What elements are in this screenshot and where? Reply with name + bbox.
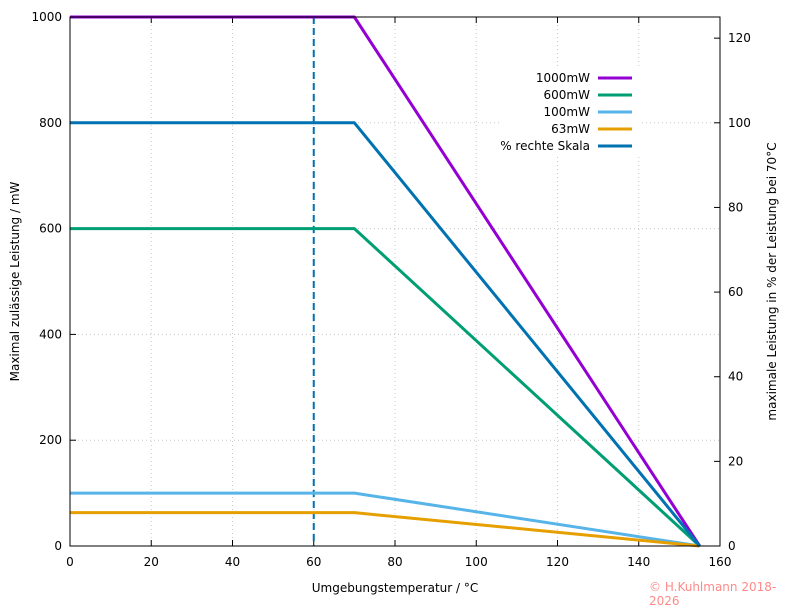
y2-tick-label: 80 xyxy=(728,200,743,214)
x-tick-label: 140 xyxy=(627,555,650,569)
y-tick-label: 400 xyxy=(39,327,62,341)
y-axis-label: Maximal zulässige Leistung / mW xyxy=(8,181,22,381)
series-line-63mw xyxy=(70,511,700,548)
plot-frame xyxy=(69,16,721,547)
x-tick-label: 80 xyxy=(387,555,402,569)
legend-label: 63mW xyxy=(551,122,590,136)
x-tick-label: 120 xyxy=(546,555,569,569)
y-tick-label: 800 xyxy=(39,116,62,130)
legend-label: 1000mW xyxy=(536,71,590,85)
x-tick-label: 20 xyxy=(144,555,159,569)
copyright-notice: © H.Kuhlmann 2018-2026 xyxy=(649,580,777,608)
y2-axis-label: maximale Leistung in % der Leistung bei … xyxy=(765,142,779,420)
x-tick-label: 40 xyxy=(225,555,240,569)
series-line--rechte-skala xyxy=(70,121,701,547)
x-axis-label: Umgebungstemperatur / °C xyxy=(312,581,479,595)
x-tick-label: 0 xyxy=(66,555,74,569)
y2-tick-label: 60 xyxy=(728,285,743,299)
legend-label: 100mW xyxy=(544,105,591,119)
x-tick-label: 100 xyxy=(465,555,488,569)
y-tick-label: 0 xyxy=(54,539,62,553)
y2-tick-label: 40 xyxy=(728,370,743,384)
series-line-600mw xyxy=(70,227,701,548)
y2-tick-label: 100 xyxy=(728,116,751,130)
y2-tick-label: 0 xyxy=(728,539,736,553)
x-tick-label: 60 xyxy=(306,555,321,569)
y2-tick-label: 120 xyxy=(728,31,751,45)
legend-label: 600mW xyxy=(544,88,591,102)
y-tick-label: 200 xyxy=(39,433,62,447)
y-tick-label: 600 xyxy=(39,222,62,236)
y-tick-label: 1000 xyxy=(31,10,62,24)
series-line-100mw xyxy=(70,491,700,548)
legend-label: % rechte Skala xyxy=(500,139,590,153)
y2-tick-label: 20 xyxy=(728,454,743,468)
x-tick-label: 160 xyxy=(709,555,732,569)
